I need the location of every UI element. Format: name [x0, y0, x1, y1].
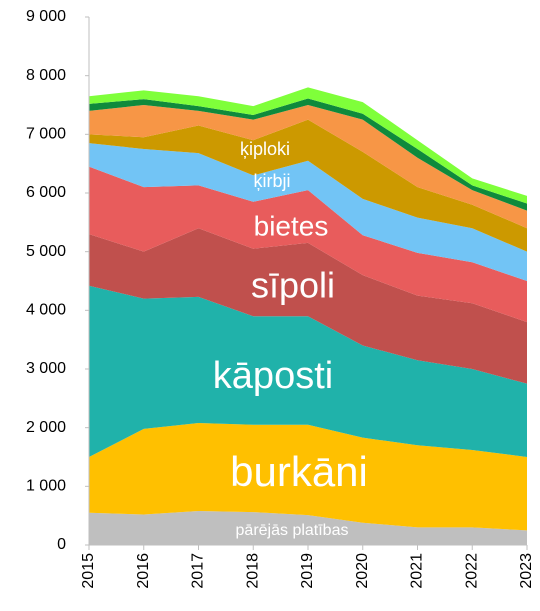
area-label: bietes — [254, 210, 329, 241]
y-tick-label: 6 000 — [26, 184, 66, 201]
area — [89, 228, 527, 384]
area-label: ķiploki — [240, 139, 290, 159]
area-label: burkāni — [230, 448, 368, 495]
x-tick-label: 2021 — [409, 553, 426, 589]
y-tick-label: 4 000 — [26, 302, 66, 319]
area — [89, 119, 527, 252]
area — [89, 166, 527, 323]
area — [89, 510, 527, 545]
x-tick-label: 2017 — [190, 553, 207, 589]
x-tick-label: 2023 — [518, 553, 535, 589]
area-label: ķirbji — [253, 171, 290, 191]
x-tick-label: 2018 — [244, 553, 261, 589]
y-tick-label: 1 000 — [26, 478, 66, 495]
area — [89, 105, 527, 229]
x-tick-label: 2019 — [299, 553, 316, 589]
area — [89, 87, 527, 204]
areas — [89, 87, 527, 545]
y-tick-label: 9 000 — [26, 8, 66, 25]
y-tick-label: 0 — [57, 536, 66, 553]
x-tick-label: 2015 — [80, 553, 97, 589]
y-tick-label: 2 000 — [26, 419, 66, 436]
area-label: kāposti — [213, 355, 333, 397]
area-label: pārējās platības — [236, 522, 349, 539]
y-tick-label: 3 000 — [26, 360, 66, 377]
area — [89, 422, 527, 531]
y-tick-label: 7 000 — [26, 126, 66, 143]
y-tick-label: 5 000 — [26, 243, 66, 260]
area-label: sīpoli — [251, 265, 335, 306]
area — [89, 143, 527, 281]
x-tick-label: 2020 — [354, 553, 371, 589]
x-tick-label: 2022 — [463, 553, 480, 589]
y-tick-label: 8 000 — [26, 67, 66, 84]
area — [89, 285, 527, 457]
x-tick-label: 2016 — [135, 553, 152, 589]
